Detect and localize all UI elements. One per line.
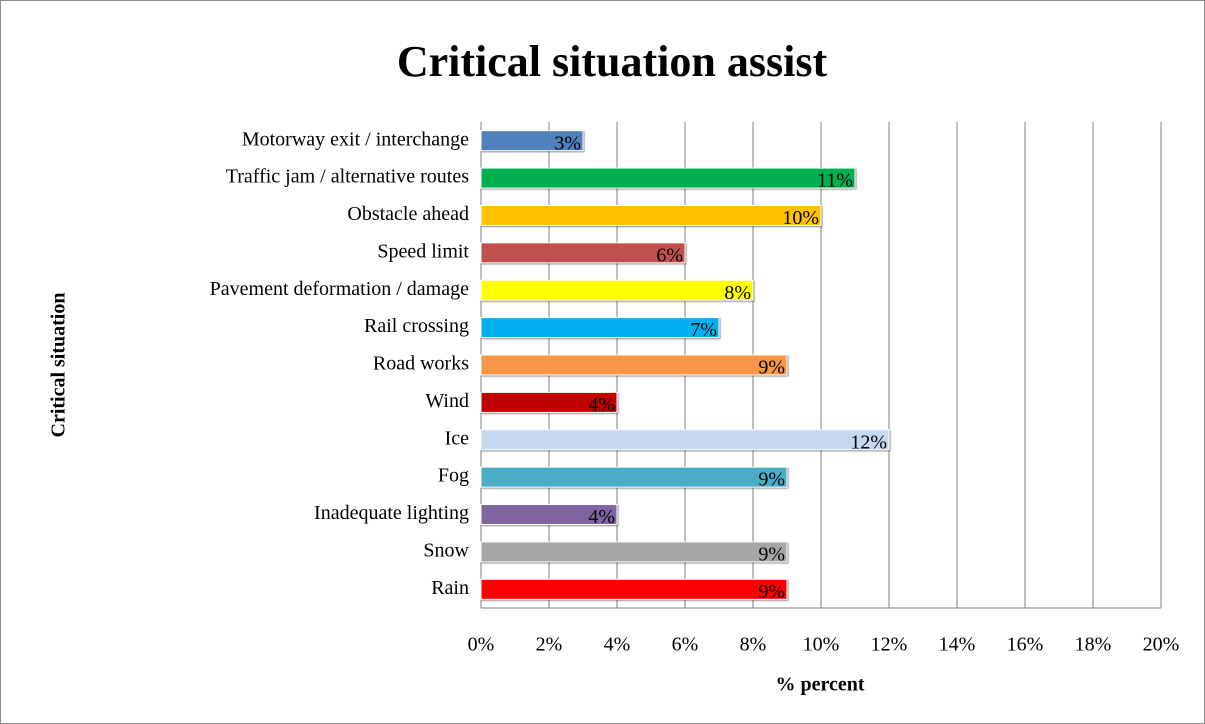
y-tick-label: Fog <box>438 465 469 487</box>
bar <box>480 167 856 189</box>
x-tick-label: 12% <box>871 634 908 656</box>
bar <box>480 242 686 264</box>
bar <box>480 317 720 339</box>
value-label: 12% <box>850 431 887 453</box>
x-tick-label: 16% <box>1007 634 1044 656</box>
y-tick-label: Motorway exit / interchange <box>242 128 469 150</box>
x-tick-label: 6% <box>672 634 699 656</box>
x-tick-label: 0% <box>468 634 495 656</box>
bar <box>480 130 584 152</box>
value-label: 9% <box>758 581 785 603</box>
value-label: 9% <box>758 469 785 491</box>
value-label: 3% <box>554 132 581 154</box>
x-tick-label: 20% <box>1143 634 1180 656</box>
y-tick-label: Rain <box>431 577 469 599</box>
value-label: 4% <box>588 394 615 416</box>
y-tick-label: Wind <box>425 390 469 412</box>
bar <box>480 578 788 600</box>
x-tick-label: 18% <box>1075 634 1112 656</box>
y-tick-label: Ice <box>445 427 470 449</box>
value-label: 11% <box>817 170 853 192</box>
y-tick-label: Obstacle ahead <box>347 203 469 225</box>
x-tick-label: 10% <box>803 634 840 656</box>
x-axis-label: % percent <box>775 674 864 696</box>
x-tick-label: 2% <box>536 634 563 656</box>
bar <box>480 279 754 301</box>
bar <box>480 204 822 226</box>
bar <box>480 504 618 526</box>
bar <box>480 354 788 376</box>
value-label: 7% <box>690 319 717 341</box>
bar <box>480 541 788 563</box>
y-tick-label: Rail crossing <box>364 315 469 337</box>
value-label: 9% <box>758 544 785 566</box>
y-tick-label: Road works <box>373 353 469 375</box>
y-tick-label: Traffic jam / alternative routes <box>226 166 469 188</box>
value-label: 8% <box>724 282 751 304</box>
x-tick-label: 4% <box>604 634 631 656</box>
value-label: 10% <box>782 207 819 229</box>
value-label: 9% <box>758 357 785 379</box>
y-tick-label: Pavement deformation / damage <box>210 278 469 300</box>
y-tick-label: Speed limit <box>377 240 469 262</box>
bar <box>480 466 788 488</box>
y-tick-label: Inadequate lighting <box>314 502 469 524</box>
value-label: 4% <box>588 506 615 528</box>
x-tick-label: 8% <box>740 634 767 656</box>
value-label: 6% <box>656 244 683 266</box>
bar <box>480 391 618 413</box>
y-tick-label: Snow <box>423 540 469 562</box>
x-tick-label: 14% <box>939 634 976 656</box>
chart-title: Critical situation assist <box>397 37 828 86</box>
y-axis-label: Critical situation <box>48 293 70 438</box>
bar <box>480 429 890 451</box>
